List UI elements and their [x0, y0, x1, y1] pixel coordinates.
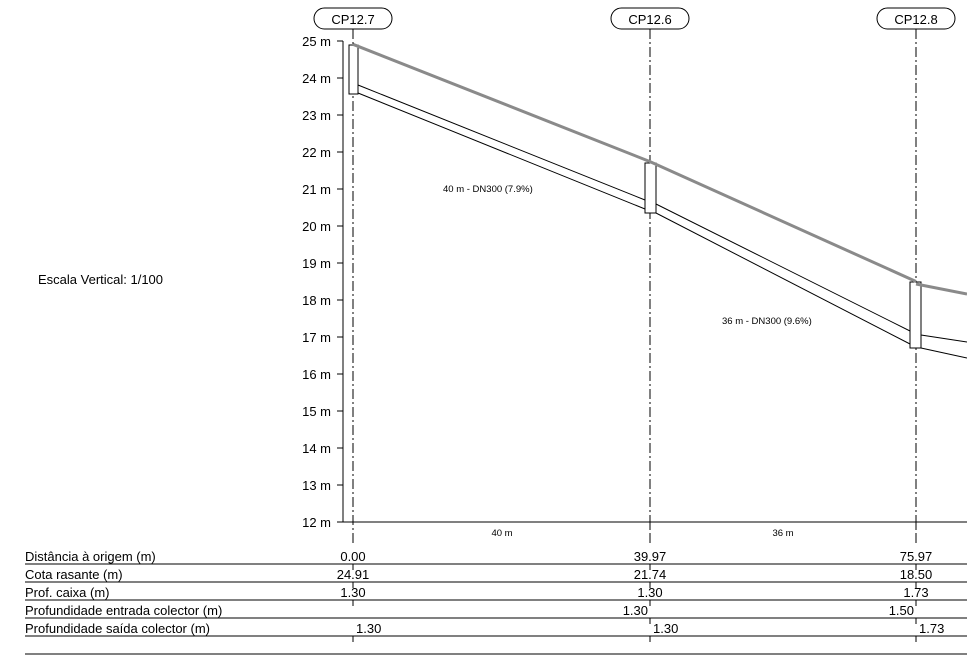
cell-inlet-depth-1: 1.30 — [623, 603, 648, 618]
segment-label-0: 40 m - DN300 (7.9%) — [443, 184, 533, 195]
y-tick-label: 13 m — [302, 478, 331, 493]
y-tick-label: 15 m — [302, 404, 331, 419]
manhole-tag-1[interactable]: CP12.6 — [610, 7, 690, 30]
table-tick-marks — [352, 564, 917, 642]
data-table: Distância à origem (m) 0.00 39.97 75.97 … — [25, 549, 967, 655]
cell-distance-1: 39.97 — [634, 549, 667, 564]
cell-ground-level-0: 24.91 — [337, 567, 370, 582]
cell-outlet-depth-1: 1.30 — [653, 621, 678, 636]
y-tick-label: 21 m — [302, 182, 331, 197]
ground-level-line — [352, 42, 917, 283]
cell-box-depth-1: 1.30 — [637, 585, 662, 600]
pipe-lines — [357, 84, 967, 359]
y-tick-label: 17 m — [302, 330, 331, 345]
manhole-tag-0[interactable]: CP12.7 — [313, 7, 393, 30]
cell-box-depth-2: 1.73 — [903, 585, 928, 600]
vertical-scale-label: Escala Vertical: 1/100 — [38, 272, 163, 287]
manhole-shaft-0[interactable] — [348, 44, 359, 95]
manhole-label-2: CP12.8 — [894, 12, 937, 27]
row-label-ground-level: Cota rasante (m) — [25, 567, 123, 582]
manhole-shaft-1[interactable] — [644, 162, 657, 214]
y-tick-label: 18 m — [302, 293, 331, 308]
y-tick-label: 12 m — [302, 515, 331, 530]
row-label-inlet-depth: Profundidade entrada colector (m) — [25, 603, 222, 618]
y-tick-label: 20 m — [302, 219, 331, 234]
y-tick-label: 19 m — [302, 256, 331, 271]
y-tick-label: 25 m — [302, 34, 331, 49]
cell-distance-0: 0.00 — [340, 549, 365, 564]
y-axis-ticks: 25 m 24 m 23 m 22 m 21 m 20 m 19 m 18 m 17 m 16 m… — [302, 34, 343, 530]
row-label-outlet-depth: Profundidade saída colector (m) — [25, 621, 210, 636]
cell-outlet-depth-0: 1.30 — [356, 621, 381, 636]
manhole-tag-2[interactable]: CP12.8 — [876, 7, 956, 30]
pipe-bottom-line — [357, 92, 967, 359]
segment-label-1: 36 m - DN300 (9.6%) — [722, 316, 812, 327]
cell-ground-level-1: 21.74 — [634, 567, 667, 582]
cell-inlet-depth-2: 1.50 — [889, 603, 914, 618]
y-tick-label: 16 m — [302, 367, 331, 382]
segment-length-label-1: 36 m — [772, 528, 793, 539]
row-label-distance: Distância à origem (m) — [25, 549, 156, 564]
manhole-label-0: CP12.7 — [331, 12, 374, 27]
row-label-box-depth: Prof. caixa (m) — [25, 585, 110, 600]
y-tick-label: 22 m — [302, 145, 331, 160]
segment-length-label-0: 40 m — [491, 528, 512, 539]
table-rule-lines — [25, 563, 967, 655]
manhole-label-1: CP12.6 — [628, 12, 671, 27]
pipe-top-line — [357, 84, 967, 343]
manhole-shaft-2[interactable] — [909, 281, 922, 349]
ground-level-continuation — [915, 282, 967, 296]
cell-outlet-depth-2: 1.73 — [919, 621, 944, 636]
manhole-axes — [352, 29, 917, 543]
cell-distance-2: 75.97 — [900, 549, 933, 564]
cell-ground-level-2: 18.50 — [900, 567, 933, 582]
y-tick-label: 24 m — [302, 71, 331, 86]
cell-box-depth-0: 1.30 — [340, 585, 365, 600]
y-tick-label: 23 m — [302, 108, 331, 123]
y-tick-label: 14 m — [302, 441, 331, 456]
